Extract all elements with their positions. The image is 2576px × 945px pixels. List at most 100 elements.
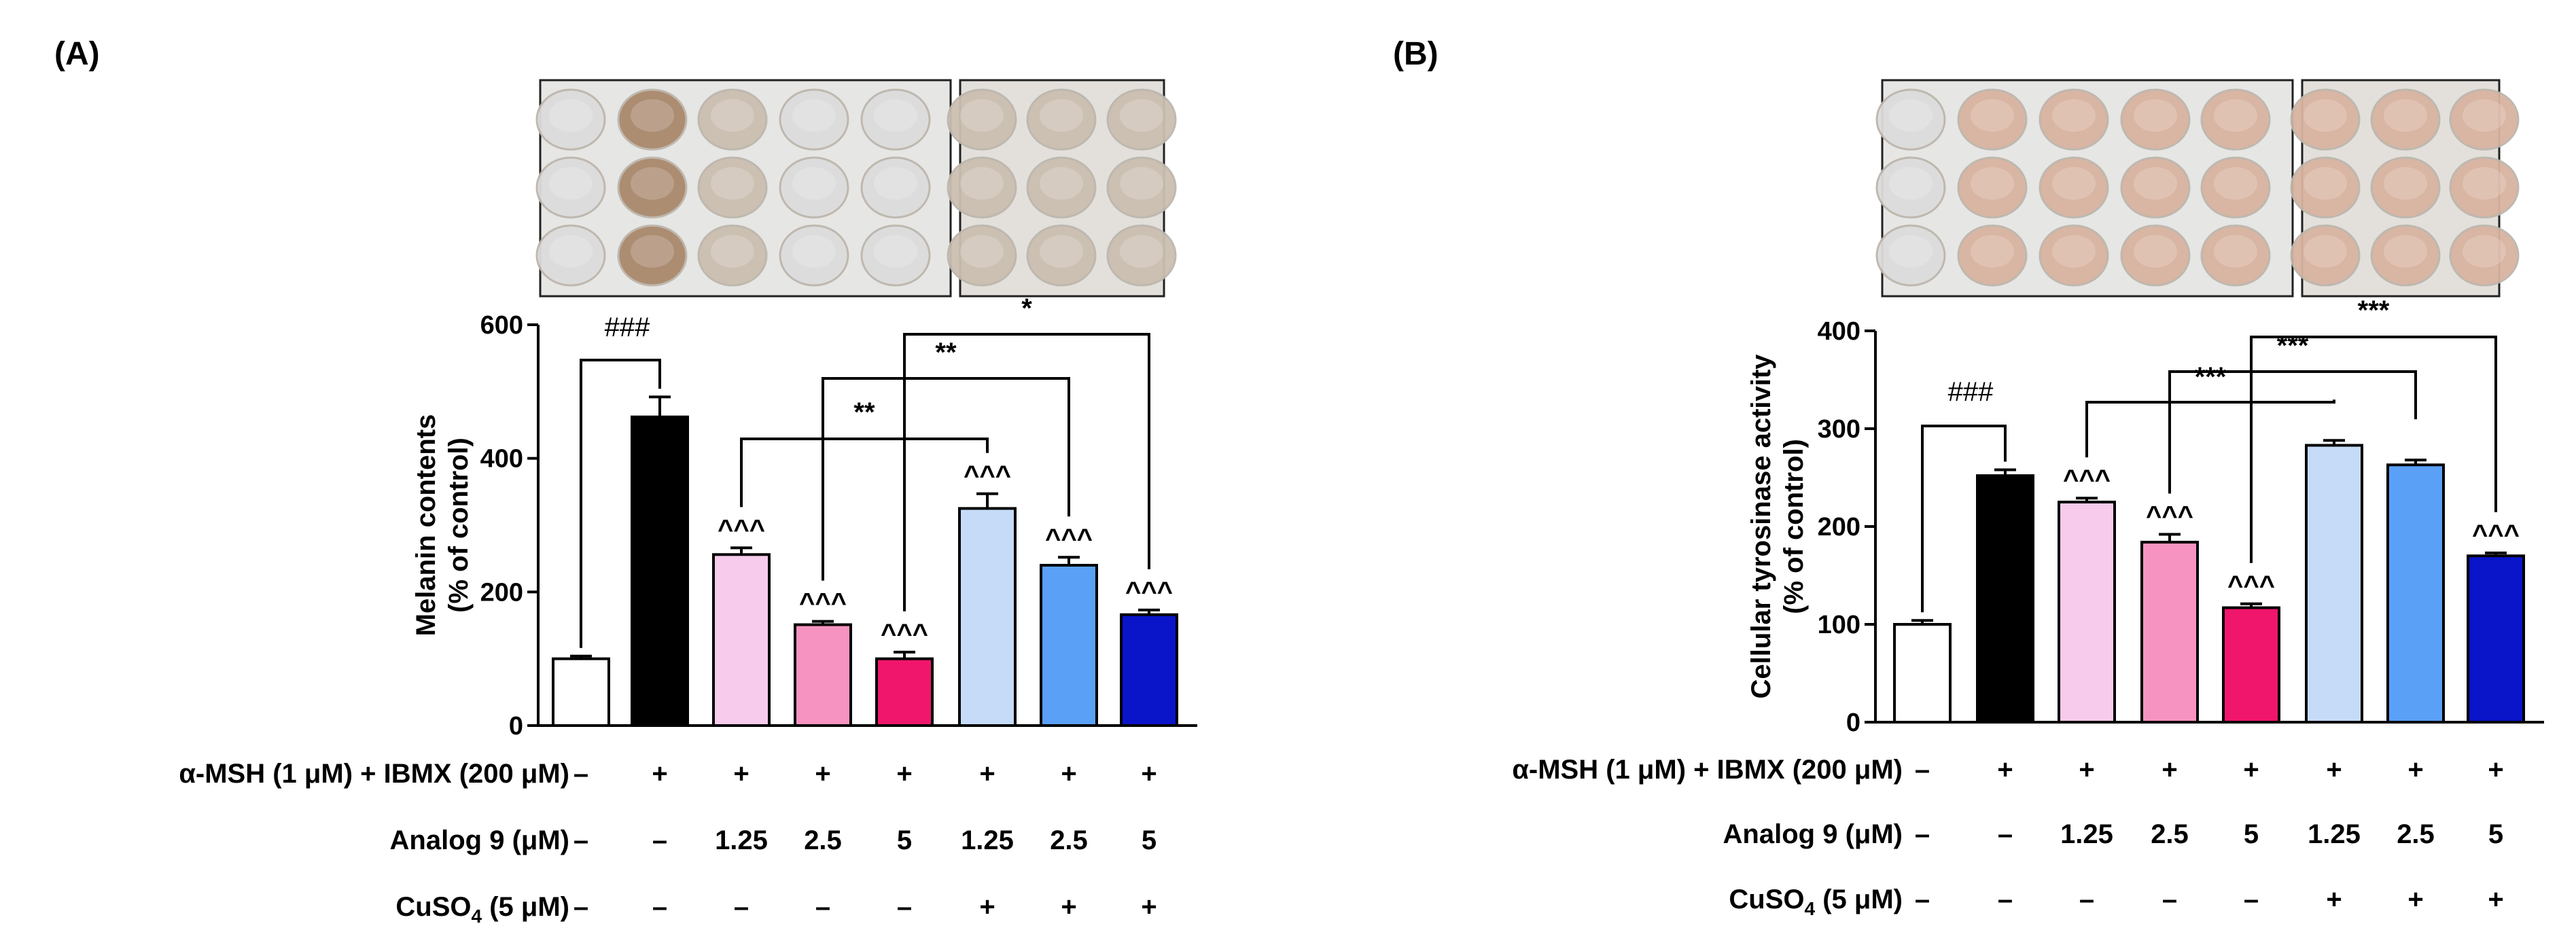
well-highlight [2052, 167, 2096, 200]
y-tick-label: 200 [1818, 513, 1860, 541]
comparison-bracket: * [903, 293, 1150, 611]
well [1957, 224, 2028, 287]
condition-cell: 1.25 [715, 825, 768, 855]
bar [712, 553, 771, 727]
condition-cell: + [1141, 759, 1157, 789]
well [779, 224, 849, 287]
comparison-label: *** [2358, 296, 2390, 325]
condition-cell: – [652, 825, 667, 855]
well [1106, 156, 1177, 219]
y-tick-label: 600 [480, 311, 523, 340]
condition-row3-label: CuSO4 (5 μM) [1729, 885, 1903, 919]
well-highlight [2134, 235, 2177, 268]
significance-marker: ^^^ [2227, 571, 2275, 601]
well-highlight [631, 167, 674, 200]
condition-cell: + [2243, 755, 2259, 785]
well [947, 88, 1017, 151]
condition-cell: 2.5 [2397, 819, 2435, 849]
y-axis-label-line2: (% of control) [444, 438, 474, 613]
well [779, 88, 849, 151]
well-plate-photo [535, 79, 1177, 298]
comparison-line [903, 333, 1150, 611]
comparison-label: ** [935, 338, 957, 368]
significance-marker: ^^^ [2063, 465, 2111, 495]
well [2370, 88, 2441, 151]
bar [1040, 564, 1098, 727]
bar [631, 415, 689, 727]
bar [1893, 623, 1952, 724]
well [2039, 156, 2109, 219]
condition-row2-label: Analog 9 (μM) [1723, 819, 1903, 849]
bar [2140, 541, 2199, 724]
y-axis-label: Cellular tyrosinase activity (% of contro… [1746, 354, 1809, 699]
well [535, 224, 606, 287]
well [617, 156, 688, 219]
condition-cell: + [1061, 892, 1076, 922]
comparison-line [822, 377, 1070, 581]
y-axis-label: Melanin contents (% of control) [411, 414, 474, 637]
well-highlight [711, 99, 754, 132]
well [1875, 156, 1946, 219]
well-highlight [1971, 235, 2014, 268]
condition-row3-sub: 4 [1805, 898, 1816, 919]
condition-cell: + [2326, 885, 2342, 914]
comparison-line [2085, 399, 2335, 458]
well-highlight [711, 167, 754, 200]
comparison-bracket: *** [2168, 331, 2417, 494]
well-highlight [2384, 167, 2427, 200]
panel-label: (B) [1393, 36, 1439, 72]
well-highlight [1889, 99, 1933, 132]
panel-label: (A) [54, 36, 100, 72]
comparison-label: *** [2195, 362, 2227, 392]
condition-cell: – [652, 892, 667, 922]
well-highlight [549, 167, 593, 200]
condition-cell: 1.25 [961, 825, 1014, 855]
condition-cell: 2.5 [1050, 825, 1088, 855]
comparison-bracket: *** [2085, 362, 2335, 458]
condition-cell: + [1997, 755, 2013, 785]
condition-cell: – [574, 825, 588, 855]
condition-cell: + [2407, 885, 2423, 914]
hash-bracket: ### [1921, 377, 2007, 613]
well-plate-photo [1875, 79, 2520, 298]
well [2120, 156, 2191, 219]
condition-row2-label: Analog 9 (μM) [390, 825, 569, 855]
bar [552, 657, 610, 728]
condition-cell: + [896, 759, 912, 789]
well [697, 156, 768, 219]
condition-row3-base: CuSO [1729, 885, 1804, 914]
bar [2058, 501, 2116, 724]
significance-marker: ^^^ [799, 588, 847, 618]
well-highlight [792, 235, 836, 268]
well [1026, 88, 1097, 151]
bar [958, 507, 1017, 728]
well-highlight [792, 167, 836, 200]
well [2039, 88, 2109, 151]
condition-cell: – [1915, 755, 1930, 785]
well [697, 224, 768, 287]
well-highlight [2384, 99, 2427, 132]
well-highlight [2214, 99, 2257, 132]
well-highlight [2304, 235, 2347, 268]
well [1106, 224, 1177, 287]
well-highlight [2304, 167, 2347, 200]
well [1957, 156, 2028, 219]
condition-cell: + [652, 759, 667, 789]
bars: ^^^ ^^^ ^^^ ^^^ [1893, 439, 2525, 724]
hash-bracket: ### [580, 313, 661, 648]
significance-marker: ^^^ [2146, 501, 2193, 531]
comparison-line [2250, 336, 2497, 563]
well [860, 88, 931, 151]
well [2449, 156, 2520, 219]
well-highlight [2214, 235, 2257, 268]
condition-cell: + [2326, 755, 2342, 785]
bar [2467, 554, 2525, 724]
well-highlight [1120, 235, 1163, 268]
well [1875, 88, 1946, 151]
comparison-bracket: ** [740, 397, 989, 507]
condition-row3-tail: (5 μM) [1815, 885, 1903, 914]
well [2120, 88, 2191, 151]
condition-cell: – [2162, 885, 2177, 914]
condition-cell: 5 [2244, 819, 2259, 849]
well [860, 156, 931, 219]
